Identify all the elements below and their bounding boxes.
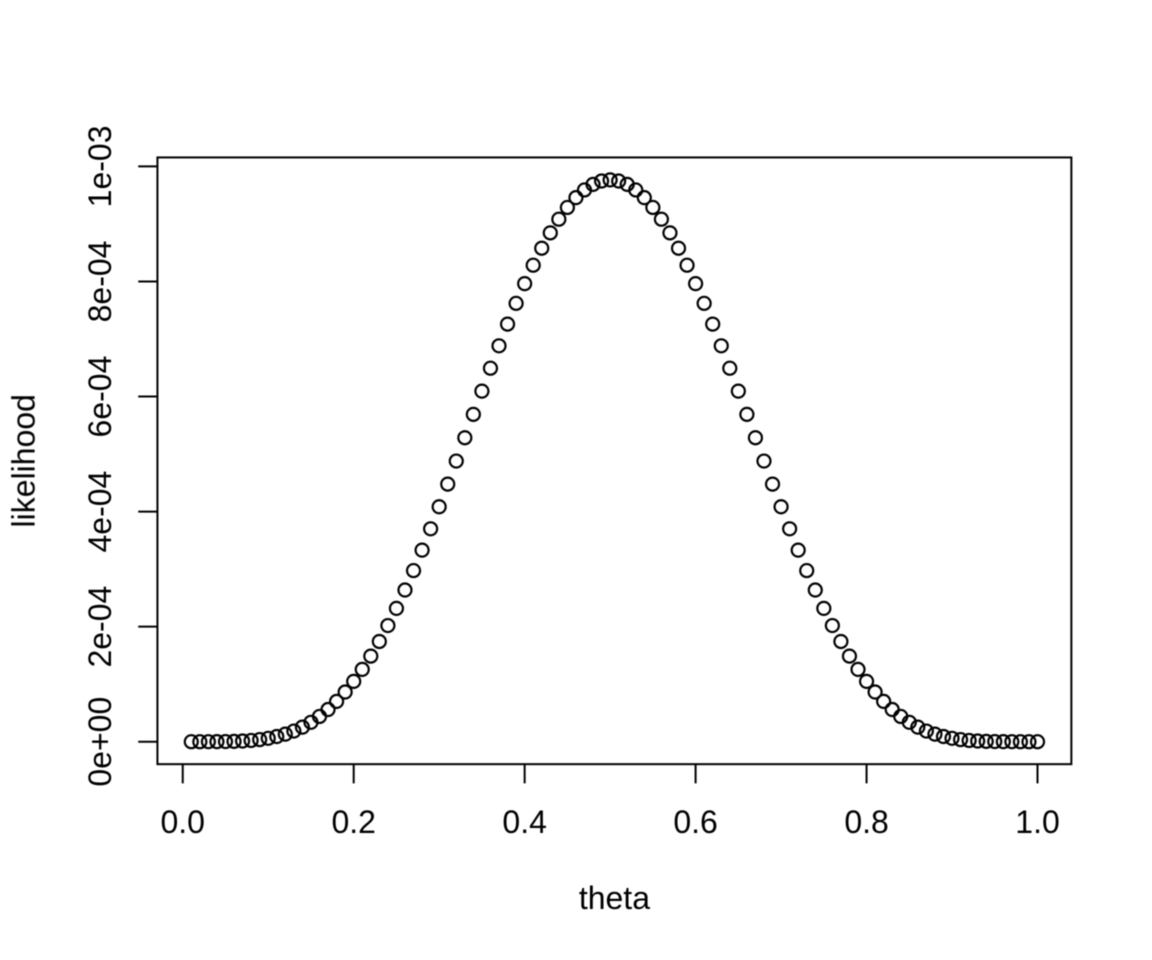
svg-text:likelihood: likelihood [6, 394, 42, 527]
svg-text:1e-03: 1e-03 [82, 126, 118, 208]
svg-text:0.8: 0.8 [844, 804, 888, 840]
svg-text:2e-04: 2e-04 [82, 586, 118, 668]
svg-text:theta: theta [579, 880, 650, 916]
svg-text:4e-04: 4e-04 [82, 471, 118, 553]
svg-text:0.0: 0.0 [160, 804, 204, 840]
svg-text:0.6: 0.6 [673, 804, 717, 840]
svg-text:0.4: 0.4 [502, 804, 546, 840]
svg-text:8e-04: 8e-04 [82, 241, 118, 323]
svg-text:0.2: 0.2 [331, 804, 375, 840]
svg-text:1.0: 1.0 [1015, 804, 1059, 840]
svg-text:0e+00: 0e+00 [82, 697, 118, 787]
svg-text:6e-04: 6e-04 [82, 356, 118, 438]
